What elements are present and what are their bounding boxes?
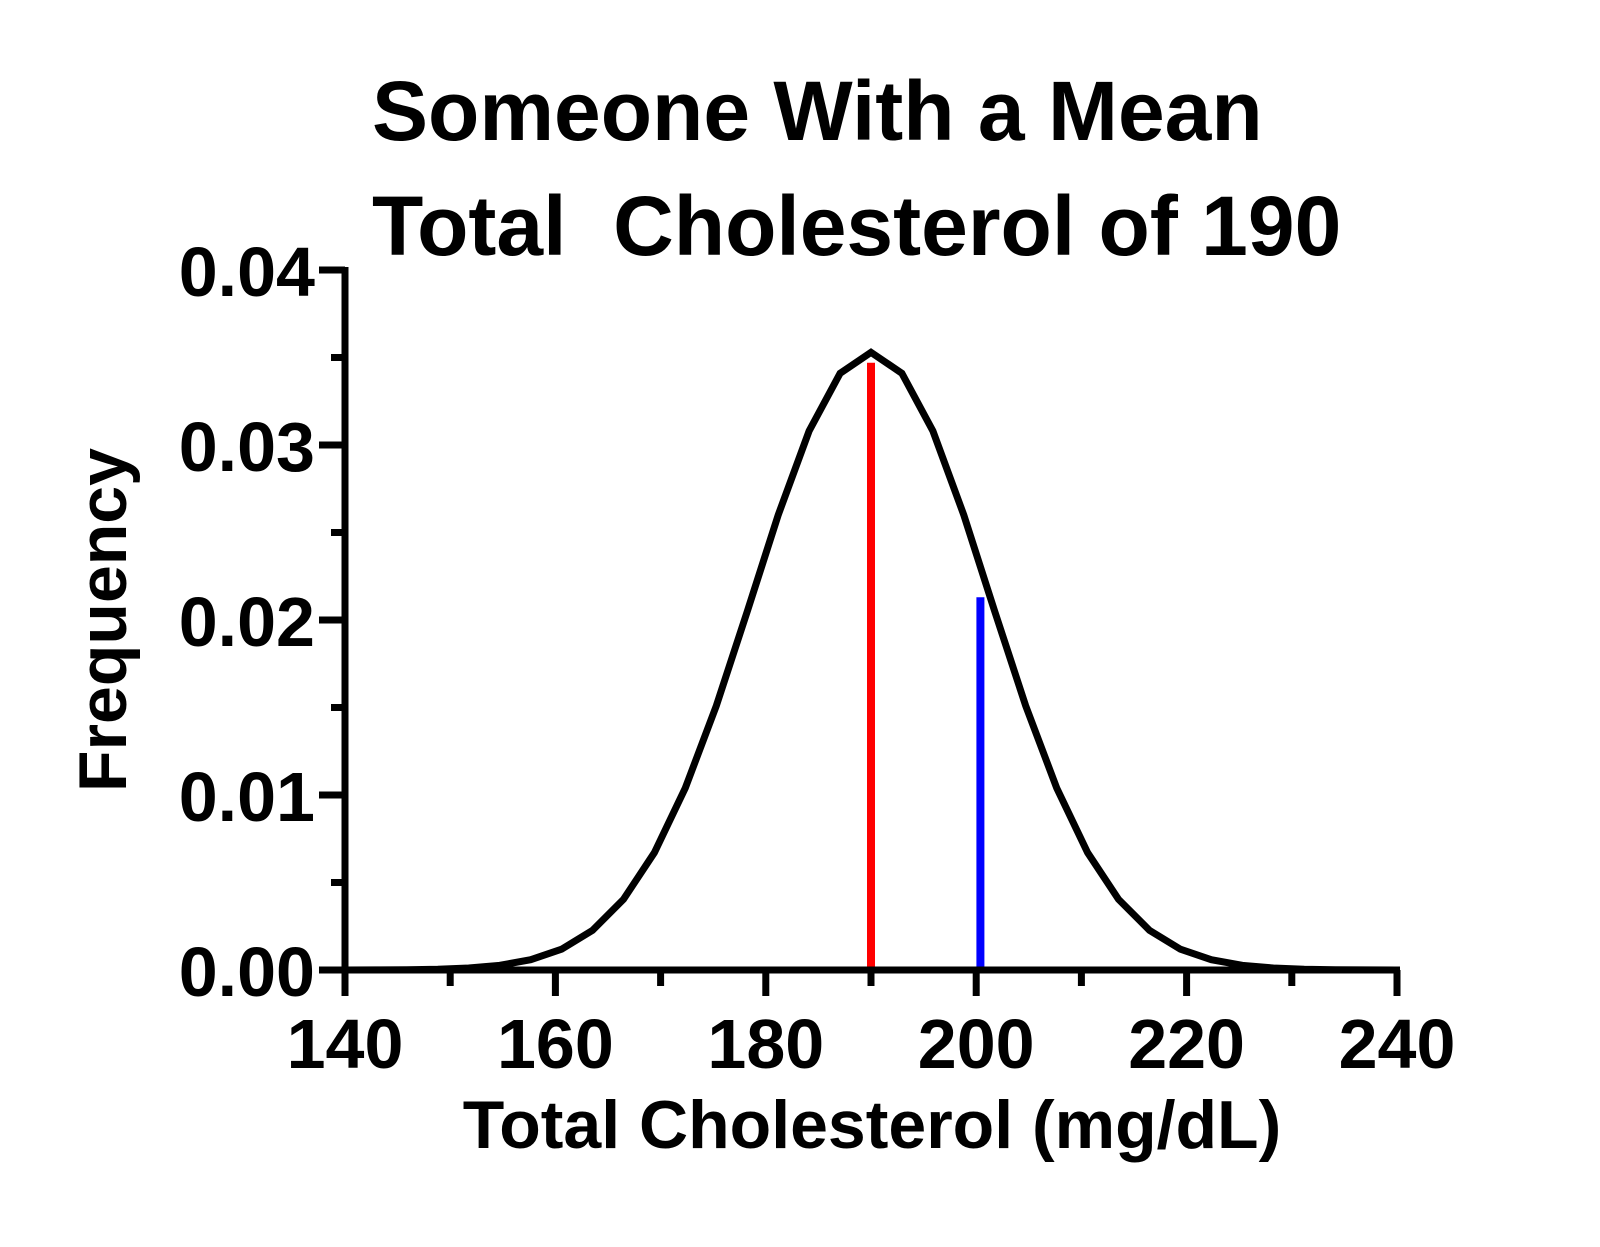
x-tick-label: 160 bbox=[497, 1005, 614, 1083]
y-tick-label: 0.01 bbox=[179, 758, 315, 836]
y-tick-label: 0.02 bbox=[179, 583, 315, 661]
x-tick-label: 180 bbox=[707, 1005, 824, 1083]
series-line-0 bbox=[344, 348, 1398, 974]
chart-title-line-1: Someone With a Mean bbox=[372, 64, 1263, 158]
x-tick-label: 240 bbox=[1339, 1005, 1456, 1083]
y-tick-label: 0.00 bbox=[179, 933, 315, 1011]
y-axis-label: Frequency bbox=[65, 448, 141, 792]
y-tick-label: 0.03 bbox=[179, 408, 315, 486]
x-tick-label: 140 bbox=[287, 1005, 404, 1083]
x-axis-label: Total Cholesterol (mg/dL) bbox=[463, 1087, 1282, 1163]
chart-title-line-2: Total Cholesterol of 190 bbox=[372, 179, 1341, 273]
y-tick-label: 0.04 bbox=[179, 233, 315, 311]
x-tick-label: 200 bbox=[918, 1005, 1035, 1083]
x-tick-label: 220 bbox=[1128, 1005, 1245, 1083]
